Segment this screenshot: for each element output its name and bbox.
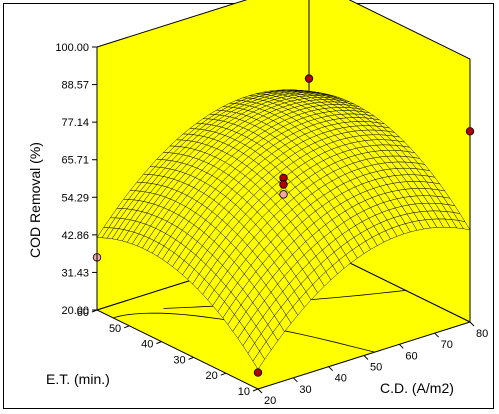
- y-tick-label: 10: [238, 386, 250, 398]
- y-tick-label: 40: [141, 339, 153, 351]
- design-point: [279, 190, 288, 199]
- design-point: [304, 74, 314, 83]
- x-tick-mark: [292, 377, 298, 383]
- y-tick-label: 50: [109, 323, 121, 335]
- design-point: [253, 368, 263, 377]
- x-tick-label: 60: [405, 350, 417, 362]
- z-tick-label: 77.14: [61, 117, 89, 129]
- surface-cell: [252, 350, 265, 370]
- x-tick-label: 50: [370, 362, 382, 374]
- x-axis-label: C.D. (A/m2): [380, 380, 454, 396]
- y-tick-mark: [188, 356, 194, 360]
- z-tick-label: 20.00: [61, 305, 89, 317]
- z-tick-label: 42.86: [61, 230, 89, 242]
- z-tick-label: 88.57: [61, 80, 89, 92]
- x-tick-label: 30: [299, 384, 311, 396]
- x-tick-mark: [257, 388, 263, 394]
- x-tick-mark: [363, 355, 369, 360]
- x-tick-mark: [469, 321, 475, 327]
- z-tick-label: 31.43: [61, 267, 89, 279]
- y-tick-mark: [220, 372, 226, 376]
- z-tick-label: 65.71: [61, 155, 89, 167]
- x-tick-mark: [434, 332, 440, 338]
- z-axis-label: COD Removal (%): [27, 142, 43, 258]
- y-tick-label: 60: [77, 307, 89, 319]
- x-tick-label: 40: [335, 373, 347, 385]
- y-axis-label: E.T. (min.): [46, 371, 110, 387]
- z-tick-label: 54.29: [61, 192, 89, 204]
- x-tick-mark: [328, 366, 334, 372]
- y-tick-label: 20: [206, 370, 218, 382]
- x-tick-mark: [398, 343, 404, 349]
- tick-labels: 20.00 31.43 42.86 54.29 65.71 77.14 88.57 100.0…: [55, 42, 488, 407]
- design-point: [465, 127, 475, 136]
- z-tick-label: 100.00: [55, 42, 89, 54]
- x-tick-label: 70: [441, 339, 453, 351]
- y-tick-mark: [91, 309, 98, 313]
- x-tick-label: 20: [264, 395, 276, 407]
- y-tick-label: 30: [173, 354, 185, 366]
- y-tick-mark: [124, 325, 130, 329]
- design-point: [279, 180, 288, 189]
- y-tick-mark: [252, 388, 259, 392]
- x-tick-label: 80: [476, 328, 488, 340]
- response-surface: [96, 89, 471, 370]
- floor-contour: [112, 312, 375, 353]
- y-tick-mark: [156, 341, 162, 345]
